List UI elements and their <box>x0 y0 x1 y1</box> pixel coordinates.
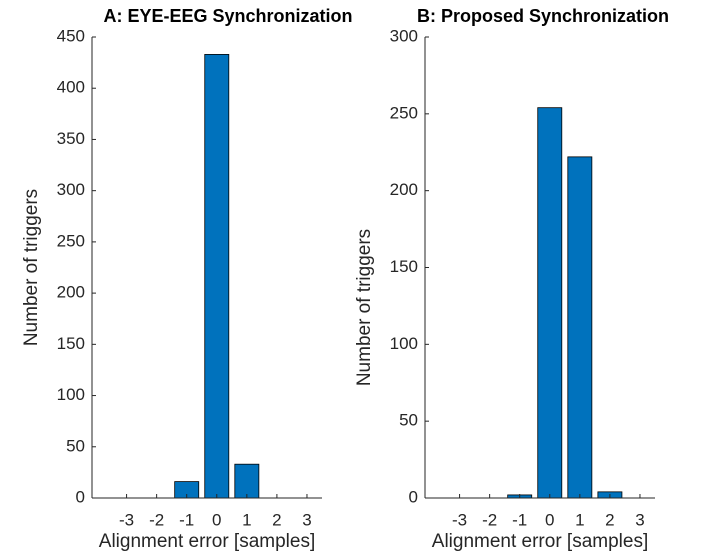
x-tick-label: 3 <box>302 510 311 529</box>
y-tick-label: 200 <box>390 180 418 199</box>
y-tick-label: 300 <box>390 26 418 45</box>
chart-title: A: EYE-EEG Synchronization <box>103 6 352 26</box>
y-tick-label: 350 <box>57 129 85 148</box>
x-tick-label: 1 <box>242 510 251 529</box>
y-tick-label: 250 <box>390 103 418 122</box>
x-tick-label: -2 <box>149 510 164 529</box>
y-tick-label: 0 <box>76 487 85 506</box>
y-tick-label: 100 <box>390 334 418 353</box>
x-tick-label: 0 <box>212 510 221 529</box>
x-axis-label: Alignment error [samples] <box>99 531 315 552</box>
y-tick-label: 300 <box>57 180 85 199</box>
x-tick-label: -1 <box>179 510 194 529</box>
x-tick-label: 2 <box>272 510 281 529</box>
bar <box>234 463 260 499</box>
y-tick-label: 50 <box>66 436 85 455</box>
bar <box>537 107 563 499</box>
y-tick-label: 50 <box>399 411 418 430</box>
x-tick-label: -1 <box>512 510 527 529</box>
y-tick-label: 450 <box>57 26 85 45</box>
x-tick-label: -3 <box>119 510 134 529</box>
y-axis-label: Number of triggers <box>354 229 375 386</box>
y-tick-label: 100 <box>57 385 85 404</box>
y-tick-label: 250 <box>57 231 85 250</box>
chart-title: B: Proposed Synchronization <box>417 6 669 26</box>
bar <box>204 54 230 499</box>
x-tick-label: -2 <box>482 510 497 529</box>
x-tick-label: 0 <box>545 510 554 529</box>
y-axis-label: Number of triggers <box>21 189 42 346</box>
x-tick-label: -3 <box>452 510 467 529</box>
x-tick-label: 3 <box>635 510 644 529</box>
bar <box>567 156 593 499</box>
y-tick-label: 150 <box>57 334 85 353</box>
y-tick-label: 400 <box>57 78 85 97</box>
x-tick-label: 1 <box>575 510 584 529</box>
y-tick-label: 150 <box>390 257 418 276</box>
y-tick-label: 0 <box>409 487 418 506</box>
x-axis-label: Alignment error [samples] <box>432 531 648 552</box>
y-tick-label: 200 <box>57 283 85 302</box>
x-tick-label: 2 <box>605 510 614 529</box>
